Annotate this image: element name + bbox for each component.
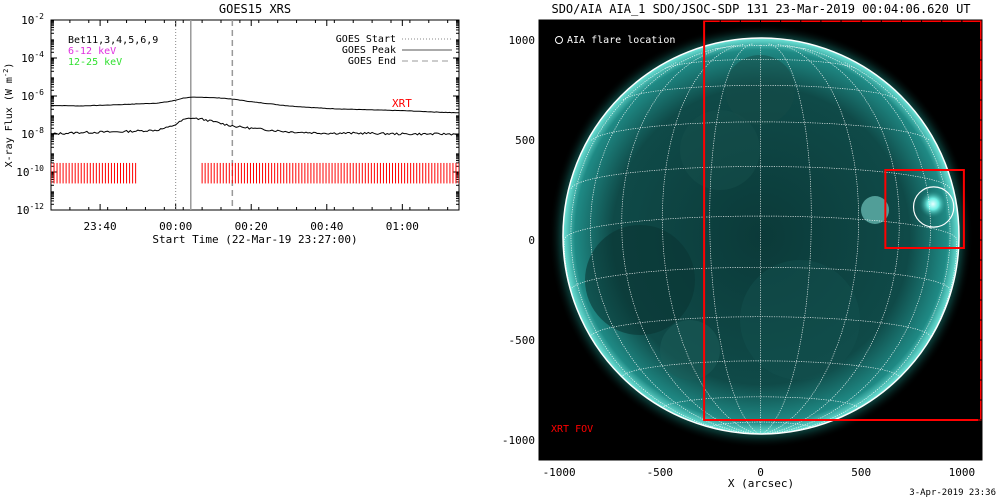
goes-legend-end-label: GOES End <box>348 56 396 67</box>
goes-y-tick-exponent: -4 <box>34 50 44 59</box>
xrt-coverage-marks <box>51 162 459 184</box>
goes-y-tick-mantissa: 10 <box>21 52 34 65</box>
flare-brightening <box>919 190 947 218</box>
goes-legend-peak-label: GOES Peak <box>342 45 396 56</box>
goes-y-tick-mantissa: 10 <box>16 204 29 217</box>
solar-disk <box>563 38 959 434</box>
aia-plot-title: SDO/AIA AIA_1 SDO/JSOC-SDP 131 23-Mar-20… <box>551 2 970 16</box>
aia-y-tick-label: -1000 <box>502 434 535 447</box>
goes-y-tick-label: 10-8 <box>21 126 44 141</box>
goes-y-tick-mantissa: 10 <box>21 90 34 103</box>
goes-legend: GOES Start GOES Peak GOES End <box>336 34 452 67</box>
heliographic-grid-line <box>661 396 860 409</box>
heliographic-grid-line <box>621 44 761 434</box>
solar-limb <box>562 37 960 435</box>
goes-y-axis-label-text: X-ray Flux (W m <box>4 77 15 167</box>
generation-timestamp: 3-Apr-2019 23:36 <box>909 488 996 498</box>
xrt-inner-box <box>884 169 965 249</box>
goes-x-tick-label: 00:00 <box>159 220 192 233</box>
aia-x-tick-label: 500 <box>851 466 871 479</box>
heliographic-grid-line <box>570 166 951 189</box>
heliographic-grid-line <box>570 266 951 291</box>
goes-x-tick-label: 00:20 <box>235 220 268 233</box>
heliographic-grid-line <box>760 47 931 434</box>
heliographic-grid-line <box>709 421 812 429</box>
goes-y-tick-exponent: -8 <box>34 126 44 135</box>
goes-band-12-25: 12-25 keV <box>68 57 122 68</box>
heliographic-grid-line <box>621 360 900 378</box>
heliographic-grid-line <box>591 121 930 141</box>
goes-y-tick-mantissa: 10 <box>21 128 34 141</box>
goes-y-tick-label: 10-12 <box>16 202 44 217</box>
goes-y-tick-label: 10-4 <box>21 50 44 65</box>
aia-x-axis-label: X (arcsec) <box>728 477 794 490</box>
goes-y-tick-exponent: -2 <box>34 12 44 21</box>
aia-y-tick-label: 500 <box>515 134 535 147</box>
goes-y-tick-label: 10-10 <box>16 164 44 179</box>
aia-y-axis: 1000 500 0 -500 -1000 <box>502 34 982 447</box>
aia-x-tick-label: 1000 <box>949 466 976 479</box>
goes-y-tick-exponent: -10 <box>30 164 45 173</box>
aia-x-tick-label: -500 <box>647 466 674 479</box>
goes-legend-start-label: GOES Start <box>336 34 396 45</box>
goes-y-tick-label: 10-2 <box>21 12 44 27</box>
heliographic-grid-line <box>665 58 856 69</box>
heliographic-grid-line <box>622 84 899 101</box>
aia-x-axis: -1000 -500 0 500 1000 <box>543 20 976 479</box>
aia-x-tick-label: -1000 <box>543 466 576 479</box>
goes-band-6-12: 6-12 keV <box>68 46 116 57</box>
xrt-fov-label: XRT FOV <box>551 424 593 435</box>
heliographic-grid-line <box>590 316 931 338</box>
goes-bands-label: Bet11,3,4,5,6,9 <box>68 35 158 46</box>
heliographic-grid-line <box>760 44 860 434</box>
flare-location-legend-icon <box>555 36 563 44</box>
aia-y-tick-label: 0 <box>528 234 535 247</box>
aia-x-tick-label: 0 <box>757 466 764 479</box>
goes-y-tick-exponent: -6 <box>34 88 44 97</box>
heliographic-grid-line <box>760 44 900 434</box>
goes-x-axis: 23:40 00:00 00:20 00:40 01:00 <box>50 20 449 233</box>
aia-y-tick-label: -500 <box>509 334 536 347</box>
goes-xrt-label: XRT <box>392 97 412 110</box>
goes-y-tick-mantissa: 10 <box>16 166 29 179</box>
goes-plot-frame <box>50 19 460 211</box>
aia-image-plot: SDO/AIA AIA_1 SDO/JSOC-SDP 131 23-Mar-20… <box>502 2 983 490</box>
goes-y-axis-label-exponent: -2 <box>2 69 10 77</box>
goes-x-tick-label: 23:40 <box>84 220 117 233</box>
goes-xrs-plot: GOES15 XRS 23:40 00:00 00:20 00:40 01:00 10-… <box>2 2 460 246</box>
goes-y-tick-label: 10-6 <box>21 88 44 103</box>
goes-x-tick-label: 01:00 <box>386 220 419 233</box>
goes-y-tick-exponent: -12 <box>30 202 45 211</box>
flare-location-circle <box>912 186 955 228</box>
heliographic-grid-line <box>760 43 812 434</box>
heliographic-grid-line <box>709 43 761 434</box>
flare-location-legend-label: AIA flare location <box>567 35 675 46</box>
goes-y-axis-label-close: ) <box>4 63 15 69</box>
goes-y-axis-label: X-ray Flux (W m-2) <box>2 63 15 168</box>
heliographic-grid-line <box>661 44 761 434</box>
heliographic-grid-line <box>590 47 761 434</box>
goes-x-axis-label: Start Time (22-Mar-19 23:27:00) <box>152 233 357 246</box>
goes-plot-title: GOES15 XRS <box>219 2 291 16</box>
aia-y-tick-label: 1000 <box>509 34 536 47</box>
goes-series-long <box>51 96 459 114</box>
goes-series-short <box>51 117 459 136</box>
goes-y-tick-mantissa: 10 <box>21 14 34 27</box>
goes-x-tick-label: 00:40 <box>310 220 343 233</box>
solar-surface-texture <box>585 55 889 380</box>
